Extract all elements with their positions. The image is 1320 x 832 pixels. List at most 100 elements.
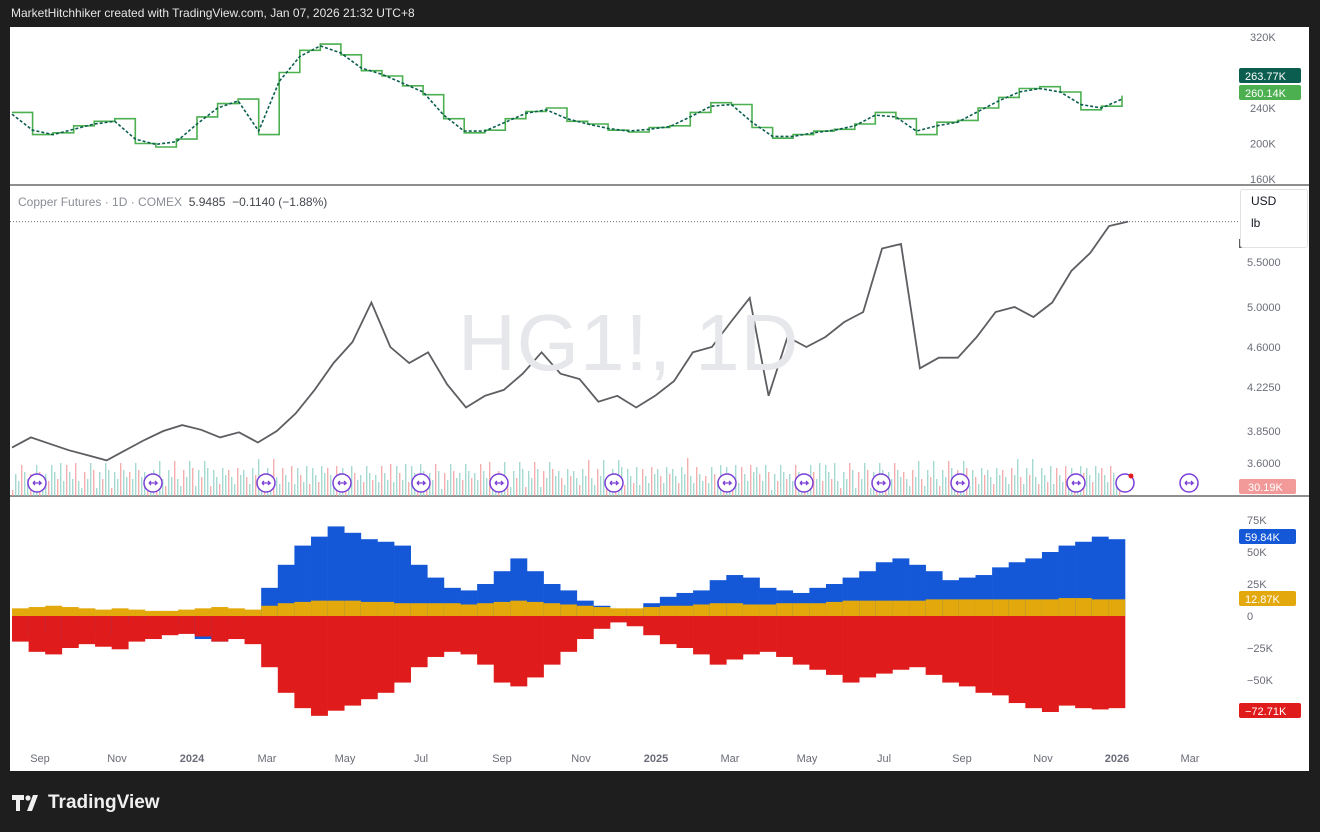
short-bar <box>211 616 229 642</box>
volume-bar <box>483 471 485 496</box>
volume-bar <box>54 472 56 496</box>
top-y-tick-label: 240K <box>1250 103 1276 115</box>
short-bar <box>759 616 777 652</box>
volume-bar <box>558 471 560 496</box>
other-bar <box>78 608 96 616</box>
other-bar <box>825 601 843 616</box>
price-legend[interactable]: Copper Futures · 1D · COMEX 5.9485 −0.11… <box>18 195 327 209</box>
volume-bar <box>582 469 584 496</box>
volume-bar <box>72 479 74 496</box>
other-bar <box>261 605 279 616</box>
short-bar <box>111 616 129 650</box>
volume-bar <box>648 483 650 496</box>
tradingview-logo[interactable]: TradingView <box>12 792 160 814</box>
event-arrow-icon <box>1071 480 1082 486</box>
brand-name: TradingView <box>48 792 160 813</box>
short-bar <box>676 616 694 648</box>
volume-bar <box>1053 484 1055 496</box>
other-bar <box>925 599 943 616</box>
volume-bar <box>513 471 515 496</box>
volume-bar <box>552 469 554 496</box>
volume-bar <box>300 475 302 496</box>
oi-step-line <box>12 43 1123 148</box>
volume-bar <box>75 463 77 496</box>
currency-option[interactable]: USD <box>1251 194 1277 208</box>
top-value-label: 260.14K <box>1245 88 1287 100</box>
volume-bar <box>351 466 353 496</box>
top-y-tick-label: 160K <box>1250 174 1276 186</box>
volume-bar <box>243 470 245 496</box>
volume-bar <box>750 465 752 496</box>
volume-bar <box>228 470 230 496</box>
volume-bar <box>216 477 218 496</box>
unit-option[interactable]: lb <box>1251 216 1261 230</box>
volume-bar <box>939 486 941 496</box>
volume-bar <box>777 481 779 496</box>
volume-bar <box>474 473 476 496</box>
other-bar <box>61 607 79 616</box>
other-bar <box>742 604 760 616</box>
long-bar <box>1075 541 1093 616</box>
volume-bar <box>441 489 443 496</box>
volume-bar <box>1014 475 1016 496</box>
event-arrow-icon <box>416 480 427 486</box>
other-bar <box>460 604 478 616</box>
volume-bar <box>174 461 176 496</box>
volume-bar <box>948 461 950 496</box>
volume-bar <box>225 475 227 496</box>
volume-bar <box>765 465 767 496</box>
other-bar <box>693 604 711 616</box>
volume-bar <box>771 490 773 496</box>
volume-bar <box>945 477 947 496</box>
volume-bar <box>1068 484 1070 496</box>
other-bar <box>676 605 694 616</box>
volume-bar <box>1026 468 1028 496</box>
event-arrow-icon <box>337 480 348 486</box>
short-bar <box>1075 616 1093 709</box>
volume-bar <box>654 474 656 496</box>
volume-bar <box>786 479 788 496</box>
volume-bar <box>141 477 143 496</box>
volume-bar <box>183 470 185 496</box>
volume-bar <box>696 467 698 496</box>
other-bar <box>493 601 511 616</box>
volume-bar <box>1056 468 1058 496</box>
volume-bar <box>135 463 137 496</box>
volume-bar <box>1011 468 1013 496</box>
volume-label: 30.19K <box>1248 482 1284 494</box>
chart-card: 320K280K240K200K160K263.77K260.14K5.5000… <box>10 27 1309 771</box>
short-bar <box>626 616 644 627</box>
volume-bar <box>600 476 602 496</box>
volume-bar <box>231 477 233 496</box>
x-tick-label: May <box>797 753 818 765</box>
volume-bar <box>1005 477 1007 496</box>
volume-bar <box>825 465 827 496</box>
symbol-watermark: HG1!, 1D <box>458 298 800 387</box>
other-bar <box>377 601 395 616</box>
volume-bar <box>846 479 848 496</box>
volume-bar <box>1023 484 1025 496</box>
volume-bar <box>168 470 170 496</box>
volume-bar <box>354 473 356 496</box>
volume-bar <box>63 481 65 496</box>
x-tick-label: May <box>335 753 356 765</box>
volume-bar <box>279 484 281 496</box>
short-bar <box>975 616 993 693</box>
volume-bar <box>933 461 935 496</box>
x-tick-label: Sep <box>30 753 50 765</box>
volume-bar <box>789 474 791 496</box>
chart-canvas[interactable]: 320K280K240K200K160K263.77K260.14K5.5000… <box>10 27 1309 771</box>
volume-bar <box>66 465 68 496</box>
volume-bar <box>549 462 551 496</box>
volume-bar <box>60 463 62 496</box>
other-bar <box>709 603 727 616</box>
unit-selector[interactable]: USD lb <box>1240 189 1308 248</box>
volume-bar <box>975 477 977 496</box>
volume-bar <box>222 468 224 496</box>
price-y-tick-label: 4.6000 <box>1247 342 1281 354</box>
volume-bar <box>96 488 98 496</box>
volume-bar <box>357 480 359 496</box>
volume-bar <box>534 462 536 496</box>
other-bar <box>111 608 129 616</box>
other-bar <box>842 600 860 616</box>
